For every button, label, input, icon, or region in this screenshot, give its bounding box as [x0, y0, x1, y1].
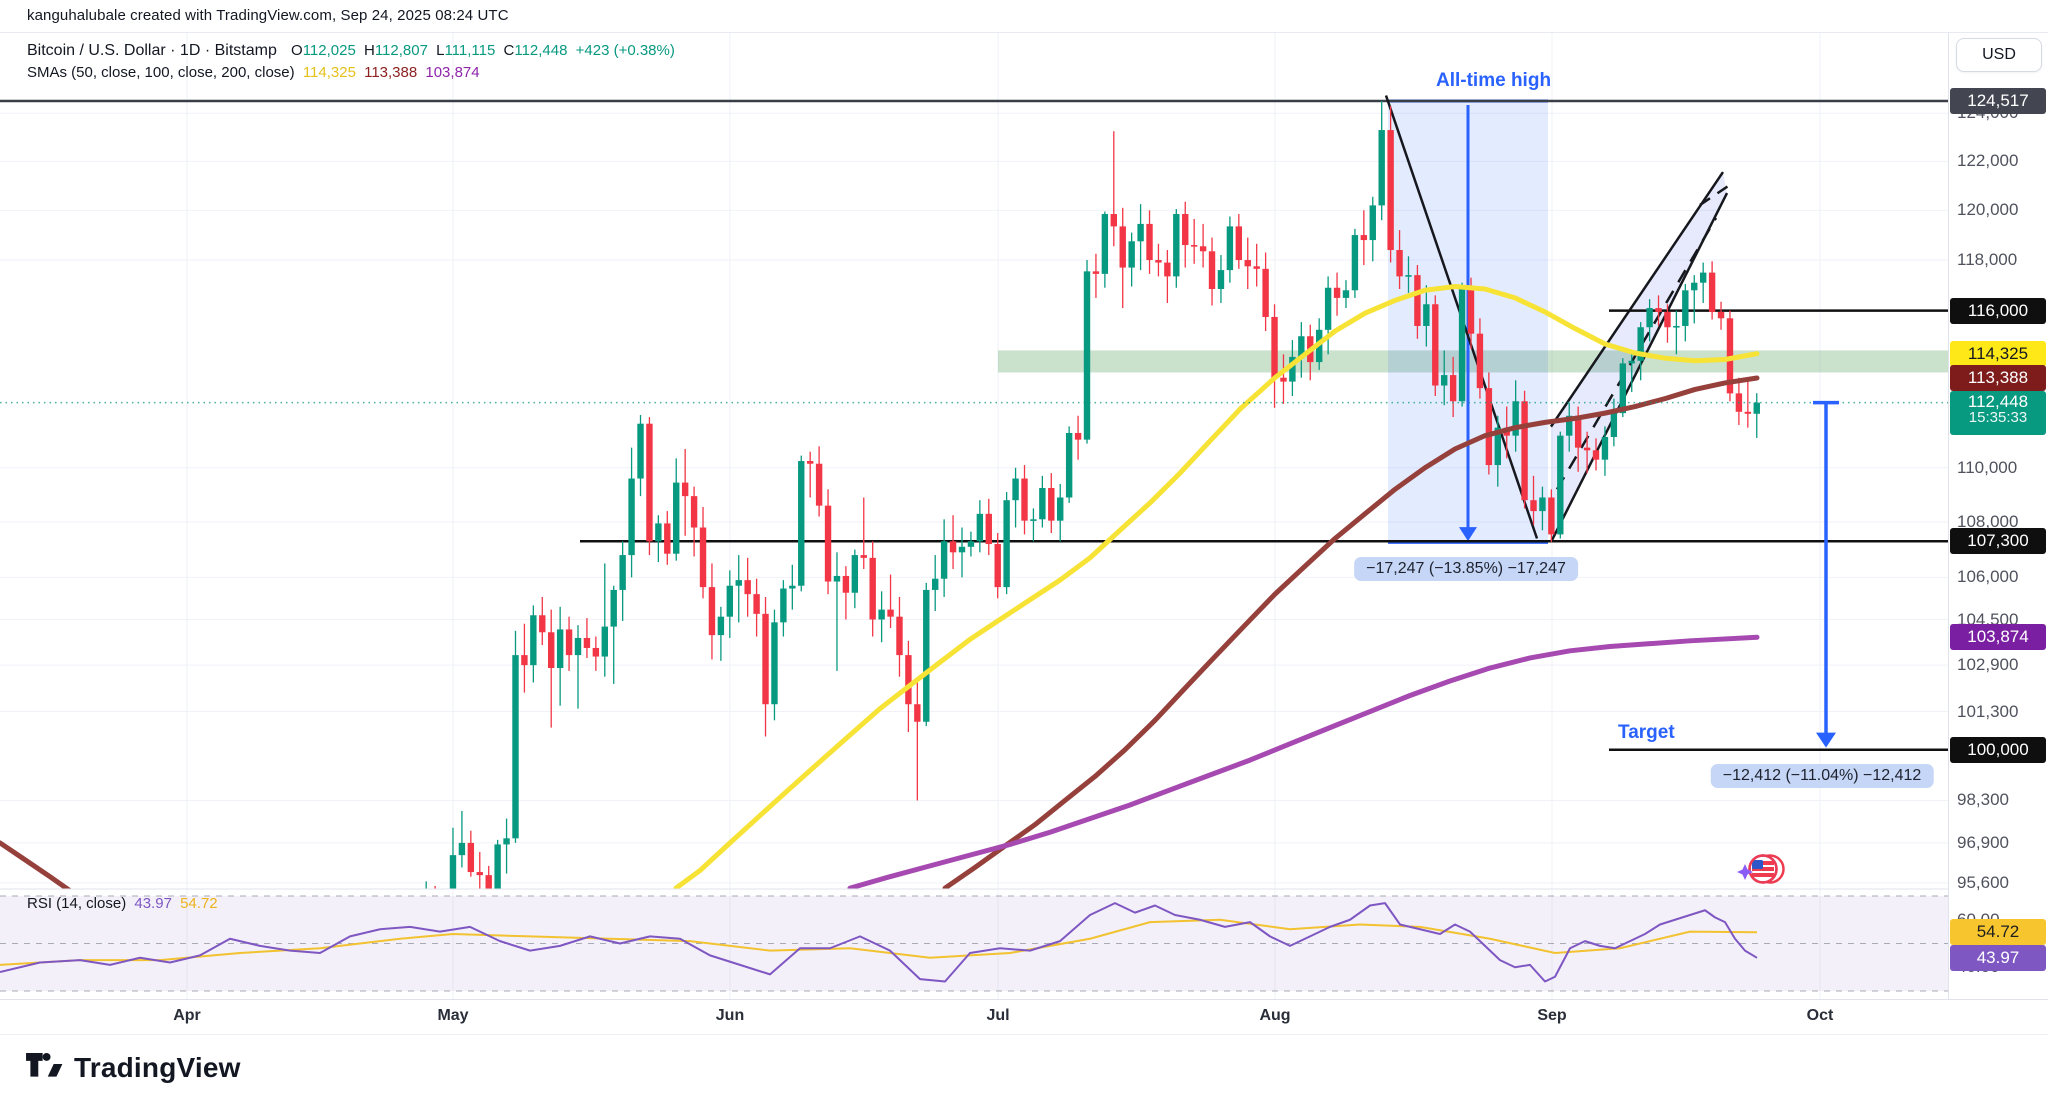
- price-badge: 114,325: [1950, 340, 2046, 367]
- sma-legend-row[interactable]: SMAs (50, close, 100, close, 200, close)…: [27, 64, 480, 81]
- price-badge: 100,000: [1950, 736, 2046, 763]
- close-value: 112,448: [514, 42, 568, 59]
- price-tick: 104,500: [1957, 609, 2019, 629]
- target-measure-arrow: [1813, 400, 1839, 748]
- tradingview-logo[interactable]: TradingView: [26, 1048, 241, 1088]
- price-tick: 120,000: [1957, 200, 2019, 220]
- open-label: O: [291, 42, 303, 59]
- supply-zone: [998, 350, 1948, 373]
- sma200-value: 103,874: [425, 64, 480, 81]
- price-badge: 112,448 15:35:33: [1950, 390, 2046, 435]
- rsi-legend-row[interactable]: RSI (14, close) 43.97 54.72: [27, 895, 218, 912]
- price-tick: 101,300: [1957, 701, 2019, 721]
- price-tick: 96,900: [1957, 832, 2009, 852]
- month-tick[interactable]: Aug: [1259, 1007, 1291, 1024]
- symbol-title[interactable]: Bitcoin / U.S. Dollar · 1D · Bitstamp: [27, 42, 277, 59]
- price-badge: 107,300: [1950, 528, 2046, 555]
- low-value: 111,115: [444, 42, 496, 59]
- month-tick[interactable]: Sep: [1537, 1007, 1567, 1024]
- open-value: 112,025: [302, 42, 356, 59]
- rsi-label: RSI (14, close): [27, 895, 127, 912]
- low-label: L: [436, 42, 445, 59]
- candles-layer: [425, 101, 1760, 889]
- rsi-ma-line: [0, 918, 1758, 966]
- sma-label: SMAs (50, close, 100, close, 200, close): [27, 64, 295, 81]
- price-axis[interactable]: 124,000122,000120,000118,000110,000108,0…: [1948, 33, 2048, 1033]
- price-badge: 103,874: [1950, 624, 2046, 651]
- target-annotation-label[interactable]: Target: [1618, 722, 1675, 743]
- rsi-badge: 43.97: [1950, 944, 2046, 971]
- rsi-ma-value: 54.72: [180, 895, 218, 912]
- tradingview-logo-text: TradingView: [74, 1052, 241, 1083]
- close-label: C: [503, 42, 515, 59]
- sma-200-line: [847, 634, 1760, 889]
- level-lines: [0, 99, 1948, 751]
- month-tick[interactable]: Jul: [986, 1007, 1010, 1024]
- tradingview-logo-icon: [26, 1053, 63, 1077]
- sma100-value: 113,388: [364, 64, 418, 81]
- sma-50-line: [673, 283, 1760, 889]
- ath-annotation-label[interactable]: All-time high: [1436, 70, 1552, 91]
- rsi-line: [0, 902, 1758, 983]
- month-tick[interactable]: Apr: [173, 1007, 201, 1024]
- time-axis[interactable]: Apr May Jun Jul Aug Sep Oct: [0, 999, 2048, 1035]
- month-tick[interactable]: Oct: [1806, 1007, 1834, 1024]
- target-measurement-box[interactable]: −12,412 (−11.04%) −12,412: [1710, 764, 1934, 788]
- price-tick: 108,000: [1957, 512, 2019, 532]
- price-badge: 116,000: [1950, 297, 2046, 324]
- price-tick: 102,900: [1957, 655, 2019, 675]
- economic-event-marker-icon[interactable]: [1736, 852, 1790, 890]
- high-value: 112,807: [374, 42, 428, 59]
- price-tick: 118,000: [1957, 250, 2018, 270]
- rsi-pane: [0, 895, 1948, 992]
- price-tick: 110,000: [1957, 457, 2018, 477]
- price-badge: 124,517: [1950, 88, 2046, 114]
- sma-100-line: [942, 375, 1760, 889]
- high-label: H: [363, 42, 375, 59]
- rsi-value: 43.97: [134, 895, 172, 912]
- ath-measurement-box[interactable]: −17,247 (−13.85%) −17,247: [1354, 557, 1578, 581]
- price-tick: 106,000: [1957, 567, 2019, 587]
- price-tick: 95,600: [1957, 872, 2009, 892]
- sma50-value: 114,325: [302, 64, 356, 81]
- attribution-bar: kanguhalubale created with TradingView.c…: [0, 0, 2048, 33]
- grid-layer: [0, 33, 1948, 999]
- month-tick[interactable]: May: [437, 1007, 469, 1024]
- price-badge: 113,388: [1950, 365, 2046, 391]
- month-tick[interactable]: Jun: [715, 1007, 745, 1024]
- change-value: +423 (+0.38%): [575, 42, 675, 59]
- price-tick: 98,300: [1957, 790, 2009, 810]
- symbol-legend-row[interactable]: Bitcoin / U.S. Dollar · 1D · Bitstamp O1…: [27, 42, 675, 60]
- price-tick: 122,000: [1957, 151, 2019, 171]
- rsi-badge: 54.72: [1950, 919, 2046, 946]
- attribution-text: kanguhalubale created with TradingView.c…: [27, 7, 509, 24]
- sma-100-early--line: [0, 840, 72, 889]
- currency-toggle-button[interactable]: USD: [1956, 38, 2042, 72]
